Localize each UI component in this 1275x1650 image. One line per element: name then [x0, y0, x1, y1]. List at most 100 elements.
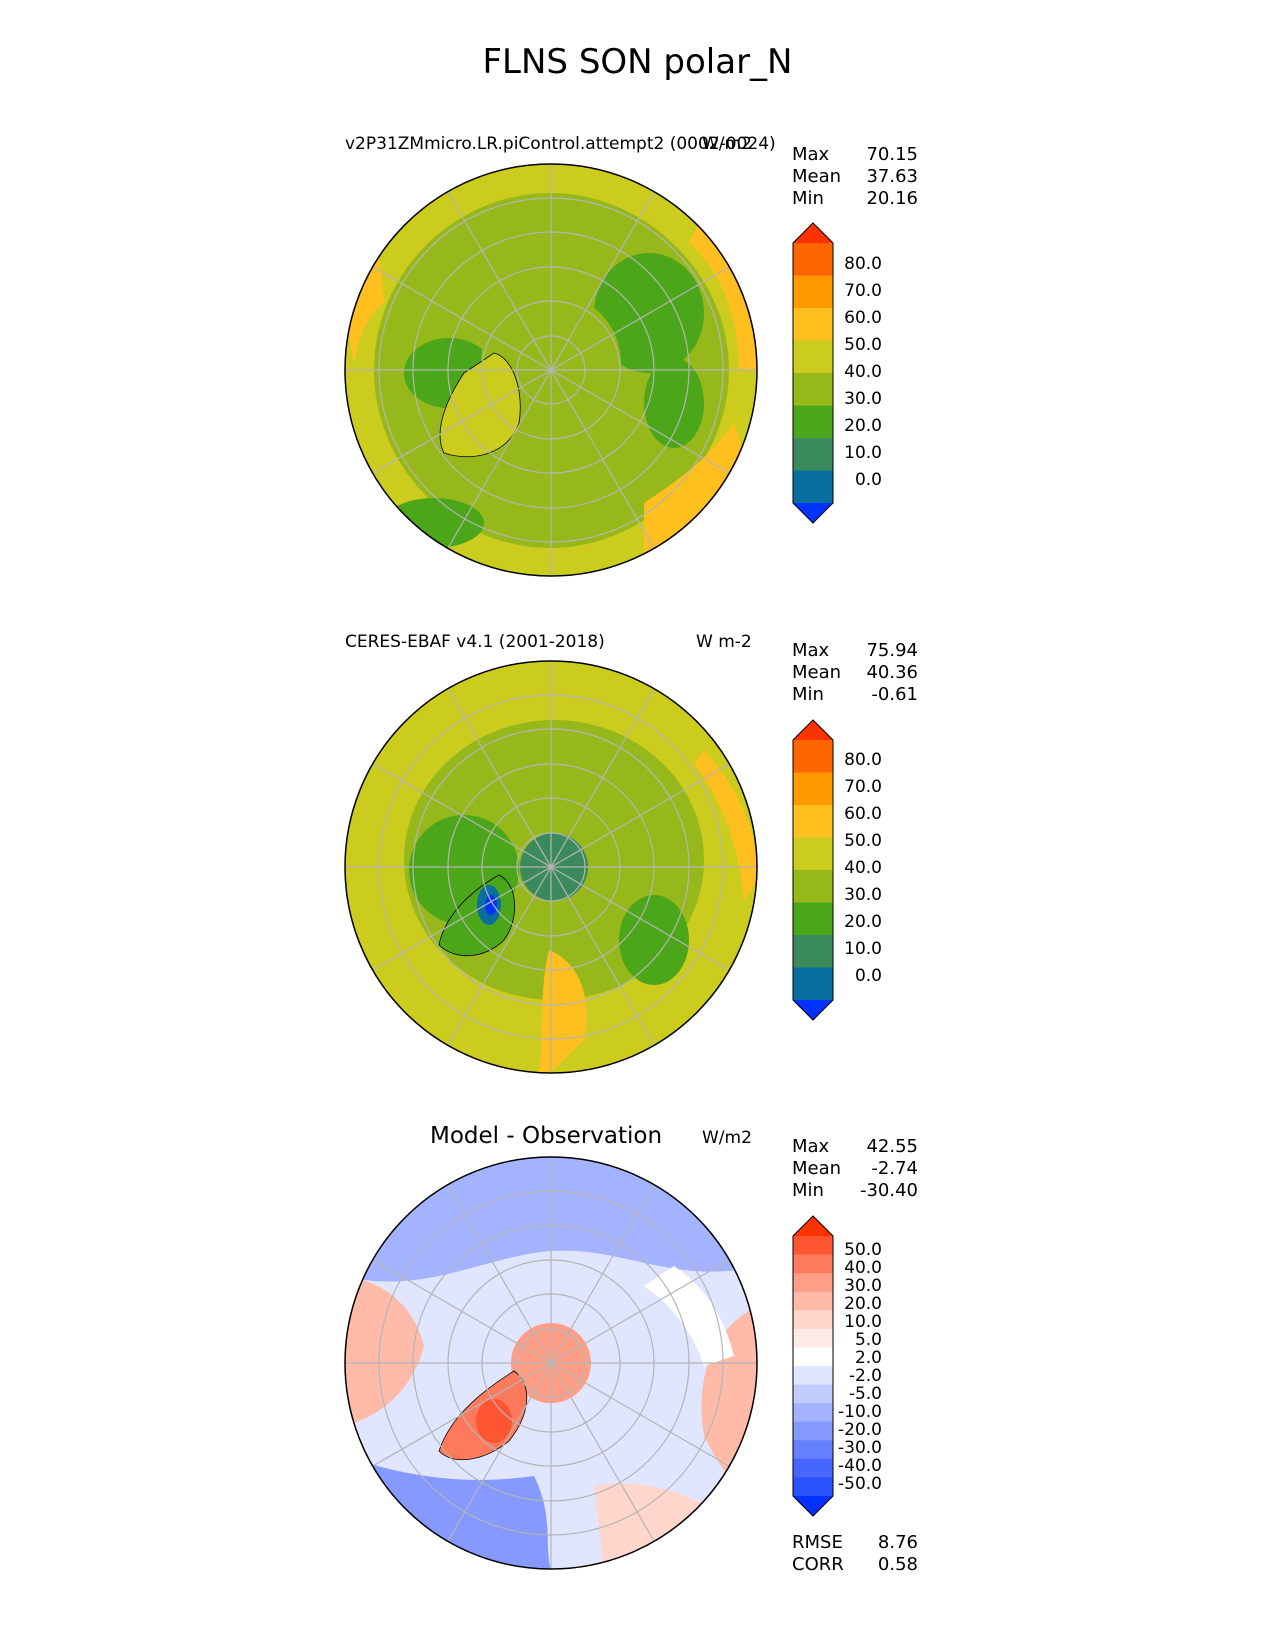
- colorbar-band: [793, 837, 833, 871]
- cbar-tick-label: 0.0: [854, 470, 882, 490]
- map-field-30-40c: [644, 358, 704, 448]
- map-field-60-70c: [644, 423, 744, 553]
- map-field-0-10: [485, 895, 497, 915]
- colorbar-outline: [792, 1215, 834, 1517]
- cbar-tick-label: 50.0: [844, 1240, 882, 1260]
- cbar-tick-label: 10.0: [844, 939, 882, 959]
- cbar-tick-label: 70.0: [844, 281, 882, 301]
- map-field-60-70: [694, 750, 757, 900]
- colorbar-band: [793, 902, 833, 936]
- colorbar-model: [792, 222, 834, 524]
- colorbar-extend-max: [793, 720, 833, 740]
- stat-label-max: Max: [792, 1136, 830, 1157]
- colorbar-band: [793, 438, 833, 471]
- map-field-60-70: [689, 223, 757, 370]
- cbar-tick-label: 40.0: [844, 1258, 882, 1278]
- colorbar-band: [793, 340, 833, 374]
- map-graticule: [345, 164, 757, 576]
- cbar-tick-label: 70.0: [844, 777, 882, 797]
- stat-label-mean: Mean: [792, 166, 842, 187]
- cbar-tick-label: -20.0: [838, 1420, 882, 1440]
- map-field-pos-greenland-core: [476, 1399, 512, 1443]
- colorbar-band: [793, 805, 833, 838]
- cbar-tick-label: 20.0: [844, 416, 882, 436]
- cbar-tick-label: 60.0: [844, 804, 882, 824]
- cbar-tick-label: 40.0: [844, 858, 882, 878]
- stat-label-max: Max: [792, 640, 830, 661]
- metric-label-rmse: RMSE: [792, 1532, 843, 1553]
- stat-label-min: Min: [792, 1180, 824, 1201]
- map-field-30-40d: [384, 498, 484, 548]
- cbar-tick-label: 10.0: [844, 1312, 882, 1332]
- cbar-tick-label: 60.0: [844, 308, 882, 328]
- colorbar-band: [793, 1384, 833, 1404]
- colorbar-extend-min: [793, 1496, 833, 1516]
- cbar-tick-label: -5.0: [848, 1384, 882, 1404]
- stat-value-mean: -2.74: [871, 1158, 918, 1179]
- map-boundary: [344, 1156, 758, 1570]
- colorbar-band: [793, 1458, 833, 1478]
- colorbar-band: [793, 1421, 833, 1441]
- cbar-tick-label: 40.0: [844, 362, 882, 382]
- colorbar-band: [793, 870, 833, 903]
- stat-value-min: 20.16: [866, 188, 918, 209]
- stat-label-min: Min: [792, 188, 824, 209]
- units-obs: W m-2: [696, 632, 752, 652]
- polar-map-model: [344, 163, 758, 577]
- colorbar-band: [793, 740, 833, 773]
- colorbar-outline: [792, 222, 834, 524]
- map-boundary: [344, 660, 758, 1074]
- colorbar-band: [793, 772, 833, 806]
- cbar-tick-label: 2.0: [854, 1348, 882, 1368]
- metric-value-rmse: 8.76: [877, 1532, 918, 1553]
- units-model: W/m2: [702, 134, 752, 154]
- units-diff: W/m2: [702, 1128, 752, 1148]
- colorbar-band: [793, 275, 833, 309]
- cbar-tick-label: 5.0: [854, 1330, 882, 1350]
- stat-value-max: 42.55: [866, 1136, 918, 1157]
- cbar-tick-label: 30.0: [844, 389, 882, 409]
- cbar-tick-label: 80.0: [844, 750, 882, 770]
- colorbar-band: [793, 1403, 833, 1423]
- map-graticule: [345, 661, 757, 1073]
- colorbar-band: [793, 1273, 833, 1293]
- colorbar-band: [793, 373, 833, 406]
- map-greenland: [439, 352, 521, 457]
- figure-title: FLNS SON polar_N: [482, 42, 793, 82]
- colorbar-band: [793, 1310, 833, 1330]
- colorbar-band: [793, 405, 833, 439]
- cbar-tick-label: 80.0: [844, 254, 882, 274]
- metric-label-corr: CORR: [792, 1554, 844, 1575]
- map-field-pos-west: [345, 1276, 424, 1426]
- stat-value-mean: 37.63: [866, 166, 918, 187]
- colorbar-diff: [792, 1215, 834, 1517]
- colorbar-extend-max: [793, 223, 833, 243]
- panel-title-model: v2P31ZMmicro.LR.piControl.attempt2 (0002…: [345, 134, 776, 154]
- colorbar-obs: [792, 719, 834, 1021]
- stat-label-mean: Mean: [792, 662, 842, 683]
- colorbar-band: [793, 470, 833, 504]
- cbar-tick-label: -30.0: [838, 1438, 882, 1458]
- colorbar-extend-min: [793, 1000, 833, 1020]
- stat-label-min: Min: [792, 684, 824, 705]
- colorbar-band: [793, 1347, 833, 1367]
- cbar-tick-label: 20.0: [844, 912, 882, 932]
- colorbar-band: [793, 935, 833, 968]
- colorbar-band: [793, 243, 833, 276]
- colorbar-band: [793, 1366, 833, 1386]
- colorbar-band: [793, 967, 833, 1001]
- colorbar-band: [793, 1328, 833, 1348]
- stat-value-min: -30.40: [859, 1180, 918, 1201]
- colorbar-band: [793, 1477, 833, 1497]
- cbar-tick-label: -2.0: [848, 1366, 882, 1386]
- colorbar-band: [793, 308, 833, 341]
- colorbar-band: [793, 1440, 833, 1460]
- colorbar-outline: [792, 719, 834, 1021]
- map-field-30-40b: [619, 895, 689, 985]
- panel-title-obs: CERES-EBAF v4.1 (2001-2018): [345, 632, 605, 652]
- stat-value-max: 75.94: [866, 640, 918, 661]
- panel-title-diff: Model - Observation: [430, 1123, 663, 1149]
- colorbar-band: [793, 1254, 833, 1274]
- map-field-white-ne: [644, 1266, 734, 1366]
- cbar-tick-label: 30.0: [844, 885, 882, 905]
